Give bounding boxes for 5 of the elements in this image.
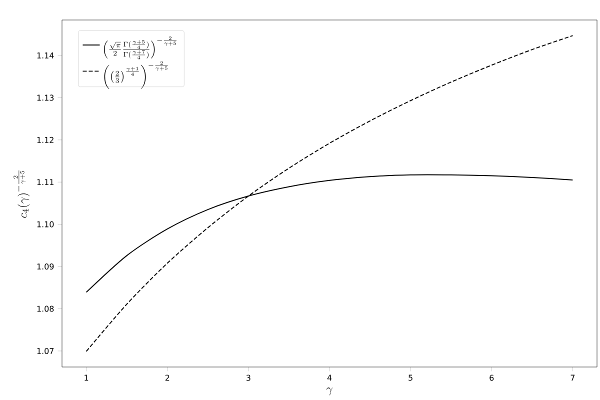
legend-label: $\left(\frac{\sqrt{\pi}}{2}\frac{\Gamma(\frac{\gamma+5}{4})}{\Gamma(\frac{\gamma+7}{4})}\right)^{-\frac{2}{\gamma+5}}$ — [104, 36, 176, 60]
y-axis-title: $c_4(\gamma)^{-\frac{2}{\gamma+5}}$ — [14, 170, 30, 218]
line-series — [86, 35, 574, 352]
legend-label: $\left(\left(\frac{2}{3}\right)^{\frac{\gamma+1}{4}}\right)^{-\frac{2}{\gamma+5}}$ — [104, 61, 168, 89]
x-axis-title: $\gamma$ — [326, 388, 332, 396]
